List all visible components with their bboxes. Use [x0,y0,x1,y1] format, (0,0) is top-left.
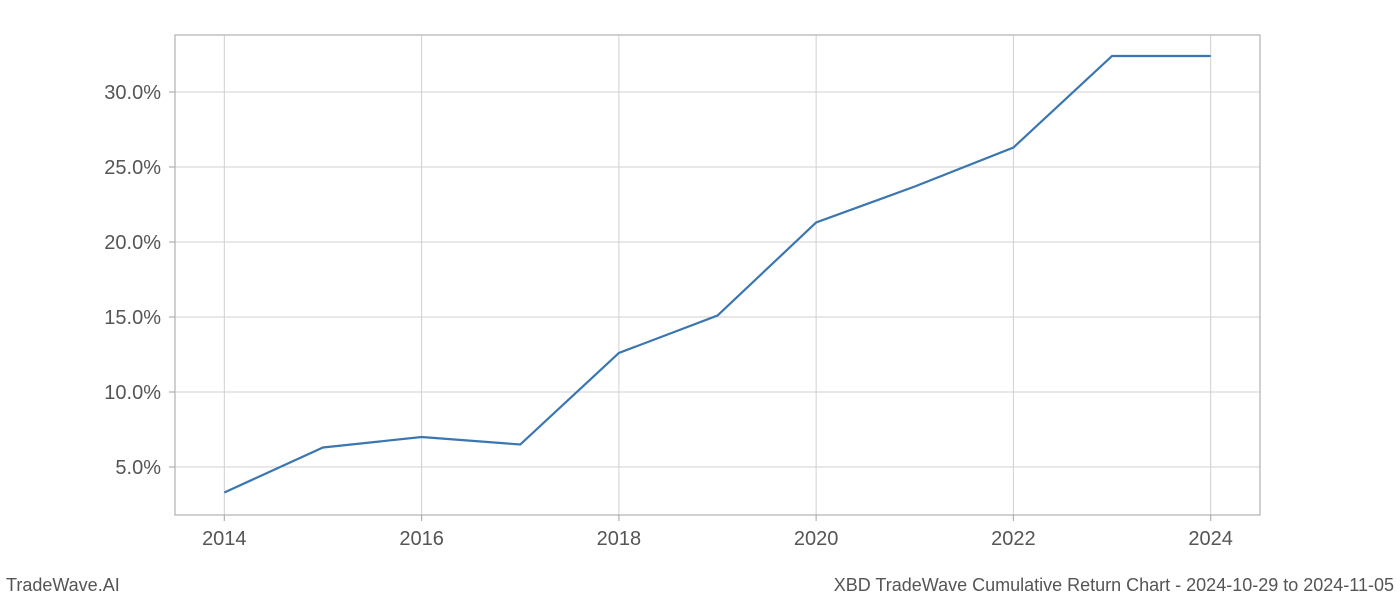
x-tick-label: 2018 [597,528,642,550]
y-tick-label: 30.0% [104,82,161,104]
x-tick-label: 2020 [794,528,839,550]
x-tick-label: 2016 [399,528,444,550]
x-tick-label: 2014 [202,528,247,550]
y-tick-label: 20.0% [104,232,161,254]
x-tick-label: 2024 [1188,528,1233,550]
footer-left-label: TradeWave.AI [6,575,120,596]
x-tick-label: 2022 [991,528,1036,550]
y-tick-label: 25.0% [104,157,161,179]
chart-container: 2014 2016 2018 2020 2022 2024 5.0% 10.0% 15.0% 20… [0,0,1400,600]
y-tick-label: 10.0% [104,382,161,404]
line-chart: 2014 2016 2018 2020 2022 2024 5.0% 10.0% 15.0% 20… [0,0,1400,600]
footer-right-label: XBD TradeWave Cumulative Return Chart - … [834,575,1394,596]
y-tick-label: 15.0% [104,307,161,329]
y-tick-label: 5.0% [115,457,161,479]
